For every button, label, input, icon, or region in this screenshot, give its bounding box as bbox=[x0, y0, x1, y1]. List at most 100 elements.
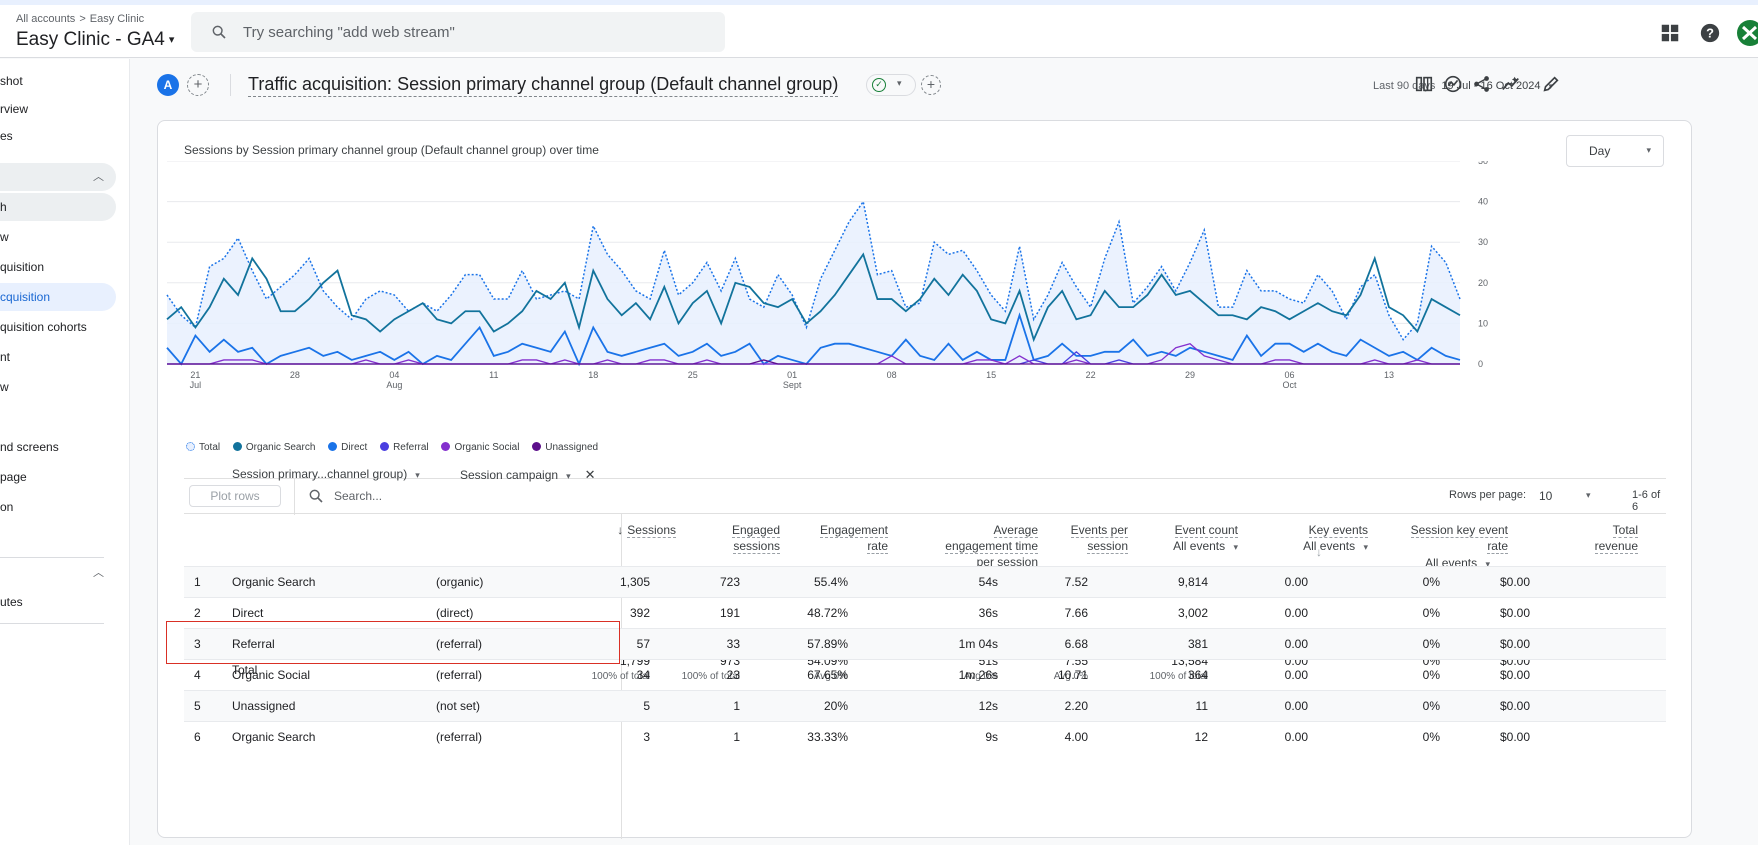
x-tick-label: 18 bbox=[588, 370, 598, 380]
cell-channel: Organic Social bbox=[232, 668, 432, 682]
table-row[interactable]: 5 Unassigned (not set) 5 1 20% 12s 2.20 11 0.00 0%… bbox=[184, 690, 1666, 721]
edit-pencil-icon[interactable] bbox=[1541, 74, 1563, 96]
help-icon[interactable]: ? bbox=[1699, 22, 1723, 46]
share-icon[interactable] bbox=[1472, 74, 1494, 96]
nav-item-user-acquisition[interactable]: quisition bbox=[0, 253, 116, 281]
plot-rows-button[interactable]: Plot rows bbox=[189, 485, 281, 507]
nav-item-h[interactable]: h bbox=[0, 193, 116, 221]
search-icon bbox=[308, 488, 324, 504]
cell-n: 6 bbox=[194, 730, 210, 744]
cell-rev: $0.00 bbox=[1454, 637, 1530, 651]
nav-item-landing-page[interactable]: page bbox=[0, 463, 116, 491]
sort-arrow-icon[interactable]: ↓ bbox=[1302, 544, 1322, 560]
cell-eps: 4.00 bbox=[1018, 730, 1088, 744]
report-title[interactable]: Traffic acquisition: Session primary cha… bbox=[248, 74, 838, 97]
header-line: Session key event bbox=[1411, 523, 1508, 538]
cell-engaged: 191 bbox=[670, 606, 740, 620]
engagement-rate-header[interactable]: Engagement rate bbox=[788, 522, 888, 554]
report-status-dropdown[interactable]: ✓ ▾ bbox=[866, 74, 916, 96]
legend-item-organic-social[interactable]: Organic Social bbox=[441, 442, 519, 453]
breadcrumb[interactable]: All accounts > Easy Clinic bbox=[16, 13, 144, 25]
legend-label: Organic Search bbox=[246, 442, 315, 453]
nav-section-acquisition[interactable]: ︿ bbox=[0, 163, 116, 191]
y-tick-label: 0 bbox=[1478, 359, 1483, 369]
cell-engaged: 23 bbox=[670, 668, 740, 682]
remove-dimension-icon[interactable]: ✕ bbox=[585, 467, 596, 482]
comparison-chip[interactable]: A bbox=[157, 74, 179, 96]
table-row[interactable]: 1 Organic Search (organic) 1,305 723 55.4% 54s… bbox=[184, 566, 1666, 597]
cell-avg: 1m 26s bbox=[928, 668, 998, 682]
legend-item-unassigned[interactable]: Unassigned bbox=[532, 442, 598, 453]
events-per-session-header[interactable]: Events per session bbox=[1038, 522, 1128, 554]
property-selector[interactable]: Easy Clinic - GA4 ▾ bbox=[16, 29, 174, 51]
nav-section-user[interactable]: ︿ bbox=[0, 559, 116, 587]
chevron-down-icon[interactable]: ▾ bbox=[1586, 490, 1591, 501]
y-tick-label: 30 bbox=[1478, 237, 1488, 247]
nav-item-monetisation[interactable]: on bbox=[0, 493, 116, 521]
breadcrumb-root[interactable]: All accounts bbox=[16, 13, 75, 25]
nav-item-pages-and-screens[interactable]: nd screens bbox=[0, 433, 116, 461]
breadcrumb-account[interactable]: Easy Clinic bbox=[90, 13, 144, 25]
session-key-event-rate-header[interactable]: Session key event rate bbox=[1368, 522, 1508, 554]
cell-engaged: 1 bbox=[670, 730, 740, 744]
nav-item-acquisition-cohorts[interactable]: quisition cohorts bbox=[0, 313, 116, 341]
dimension-1-header[interactable]: Session primary...channel group) ▾ bbox=[232, 467, 420, 481]
event-count-header[interactable]: Event count All events ▾ bbox=[1118, 522, 1238, 555]
event-filter-select[interactable]: All events bbox=[1173, 539, 1225, 553]
header-line: revenue bbox=[1595, 539, 1638, 554]
cell-n: 5 bbox=[194, 699, 210, 713]
nav-item-overview-2[interactable]: w bbox=[0, 223, 116, 251]
cell-avg: 36s bbox=[928, 606, 998, 620]
nav-item-snapshot[interactable]: shot bbox=[0, 67, 116, 95]
customize-report-icon[interactable] bbox=[1414, 74, 1436, 96]
trend-insights-icon[interactable] bbox=[1501, 74, 1523, 96]
legend-swatch bbox=[380, 442, 389, 451]
sessions-header[interactable]: ↓ Sessions bbox=[614, 522, 676, 538]
nav-item-pages[interactable]: es bbox=[0, 122, 116, 150]
legend-item-direct[interactable]: Direct bbox=[328, 442, 367, 453]
x-tick-label: 11 bbox=[489, 370, 498, 380]
legend-item-organic-search[interactable]: Organic Search bbox=[233, 442, 315, 453]
account-avatar[interactable] bbox=[1736, 19, 1758, 47]
cell-rev: $0.00 bbox=[1454, 606, 1530, 620]
cell-sessions: 3 bbox=[580, 730, 650, 744]
dimension-2-header[interactable]: Session campaign ▾ ✕ bbox=[460, 467, 596, 483]
cell-key: 0.00 bbox=[1238, 668, 1308, 682]
top-bar: All accounts > Easy Clinic Easy Clinic - G… bbox=[0, 5, 1758, 58]
add-filter-button[interactable]: + bbox=[921, 75, 941, 95]
table-row[interactable]: 6 Organic Search (referral) 3 1 33.33% 9s 4.00 1… bbox=[184, 721, 1666, 752]
legend-label: Direct bbox=[341, 442, 367, 453]
engaged-sessions-header[interactable]: Engaged sessions bbox=[680, 522, 780, 554]
search-bar[interactable]: Try searching "add web stream" bbox=[191, 12, 725, 52]
add-comparison-button[interactable]: + bbox=[187, 74, 209, 96]
cell-n: 1 bbox=[194, 575, 210, 589]
cell-evc: 9,814 bbox=[1138, 575, 1208, 589]
divider bbox=[294, 479, 295, 515]
legend-item-total[interactable]: Total bbox=[186, 442, 220, 453]
cell-skr: 0% bbox=[1370, 575, 1440, 589]
nav-item-overview[interactable]: rview bbox=[0, 95, 116, 123]
cell-engrate: 33.33% bbox=[778, 730, 848, 744]
insights-icon[interactable] bbox=[1443, 74, 1465, 96]
legend-item-referral[interactable]: Referral bbox=[380, 442, 429, 453]
x-tick-label: Jul bbox=[190, 380, 202, 390]
search-placeholder: Try searching "add web stream" bbox=[243, 24, 455, 41]
rows-per-page-select[interactable]: 10 bbox=[1539, 489, 1552, 503]
apps-grid-icon[interactable] bbox=[1659, 22, 1683, 46]
property-name: Easy Clinic - GA4 bbox=[16, 29, 165, 50]
header-line: Average bbox=[994, 523, 1038, 538]
total-revenue-header[interactable]: Total revenue bbox=[1518, 522, 1638, 554]
y-tick-label: 50 bbox=[1478, 161, 1488, 166]
nav-divider bbox=[0, 557, 104, 558]
cell-rev: $0.00 bbox=[1454, 730, 1530, 744]
table-search-input[interactable]: Search... bbox=[334, 489, 382, 503]
report-header: A + Traffic acquisition: Session primary… bbox=[145, 66, 1758, 106]
avg-engagement-time-header[interactable]: Average engagement time per session bbox=[898, 522, 1038, 570]
nav-item-user-attributes[interactable]: utes bbox=[0, 588, 116, 616]
nav-item-overview-3[interactable]: w bbox=[0, 373, 116, 401]
nav-item-engagement[interactable]: nt bbox=[0, 343, 116, 371]
breadcrumb-separator: > bbox=[79, 13, 85, 25]
check-icon: ✓ bbox=[872, 78, 886, 92]
nav-item-traffic-acquisition[interactable]: cquisition bbox=[0, 283, 116, 311]
